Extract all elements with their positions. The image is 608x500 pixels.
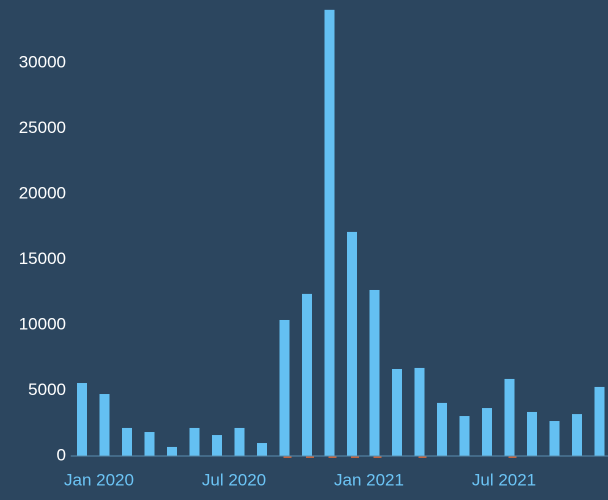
- bar: [328, 456, 337, 458]
- bar: [373, 456, 382, 458]
- bar: [351, 456, 359, 458]
- y-tick-label: 30000: [19, 52, 66, 71]
- bar: [122, 427, 132, 456]
- bar: [306, 456, 314, 458]
- bar: [234, 427, 245, 456]
- bar: [392, 368, 402, 456]
- bar: [347, 231, 357, 456]
- bar: [99, 394, 110, 456]
- bar: [437, 402, 447, 456]
- bar: [508, 456, 517, 458]
- bar: [572, 414, 582, 456]
- bar: [482, 408, 492, 456]
- bar: [279, 319, 290, 456]
- bar: [504, 378, 515, 456]
- bar: [414, 367, 425, 456]
- bar: [212, 435, 222, 456]
- bar: [549, 421, 560, 456]
- bar: [418, 456, 427, 458]
- bar: [283, 456, 292, 458]
- bar: [257, 443, 267, 456]
- y-tick-label: 25000: [19, 118, 66, 137]
- bar: [324, 9, 335, 457]
- x-tick-label: Jul 2021: [472, 470, 536, 489]
- bar: [527, 411, 537, 456]
- y-tick-label: 20000: [19, 183, 66, 202]
- y-tick-label: 15000: [19, 249, 66, 268]
- bar: [369, 289, 380, 456]
- y-tick-label: 0: [57, 445, 66, 464]
- y-tick-label: 10000: [19, 314, 66, 333]
- bar: [77, 383, 87, 456]
- y-tick-label: 5000: [28, 380, 66, 399]
- bar: [189, 427, 200, 456]
- bar: [594, 386, 605, 456]
- bar: [144, 432, 155, 456]
- x-tick-label: Jul 2020: [202, 470, 266, 489]
- x-tick-label: Jan 2020: [64, 470, 134, 489]
- bar: [167, 446, 177, 456]
- bar: [459, 416, 470, 456]
- x-tick-label: Jan 2021: [334, 470, 404, 489]
- bar: [302, 293, 312, 456]
